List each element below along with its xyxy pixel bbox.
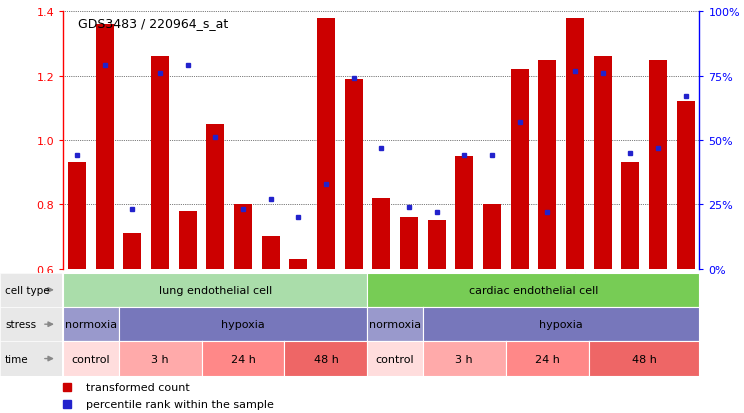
Bar: [594, 57, 612, 269]
Text: cardiac endothelial cell: cardiac endothelial cell: [469, 285, 598, 295]
Bar: [538, 60, 557, 269]
Bar: [124, 234, 141, 269]
Text: lung endothelial cell: lung endothelial cell: [158, 285, 272, 295]
Bar: [151, 57, 169, 269]
Text: hypoxia: hypoxia: [539, 319, 583, 330]
Bar: [372, 198, 391, 269]
Bar: [234, 205, 252, 269]
Text: 24 h: 24 h: [535, 354, 559, 364]
Text: transformed count: transformed count: [86, 382, 189, 392]
Text: 48 h: 48 h: [632, 354, 656, 364]
Bar: [400, 218, 418, 269]
Text: time: time: [5, 354, 28, 364]
Text: normoxia: normoxia: [369, 319, 421, 330]
Bar: [262, 237, 280, 269]
Text: control: control: [376, 354, 414, 364]
Bar: [676, 102, 694, 269]
Text: 24 h: 24 h: [231, 354, 255, 364]
Text: cell type: cell type: [5, 285, 50, 295]
Text: 3 h: 3 h: [455, 354, 473, 364]
Bar: [455, 157, 473, 269]
Bar: [96, 25, 114, 269]
Bar: [566, 19, 584, 269]
Bar: [510, 70, 528, 269]
Text: 3 h: 3 h: [151, 354, 169, 364]
Bar: [206, 125, 225, 269]
Bar: [289, 259, 307, 269]
Text: stress: stress: [5, 319, 36, 330]
Bar: [621, 163, 639, 269]
Text: control: control: [71, 354, 110, 364]
Text: 48 h: 48 h: [313, 354, 339, 364]
Bar: [179, 211, 196, 269]
Bar: [428, 221, 446, 269]
Bar: [344, 80, 362, 269]
Bar: [483, 205, 501, 269]
Bar: [649, 60, 667, 269]
Text: hypoxia: hypoxia: [221, 319, 265, 330]
Text: GDS3483 / 220964_s_at: GDS3483 / 220964_s_at: [78, 17, 228, 29]
Bar: [317, 19, 335, 269]
Text: percentile rank within the sample: percentile rank within the sample: [86, 399, 274, 409]
Bar: [68, 163, 86, 269]
Text: normoxia: normoxia: [65, 319, 117, 330]
